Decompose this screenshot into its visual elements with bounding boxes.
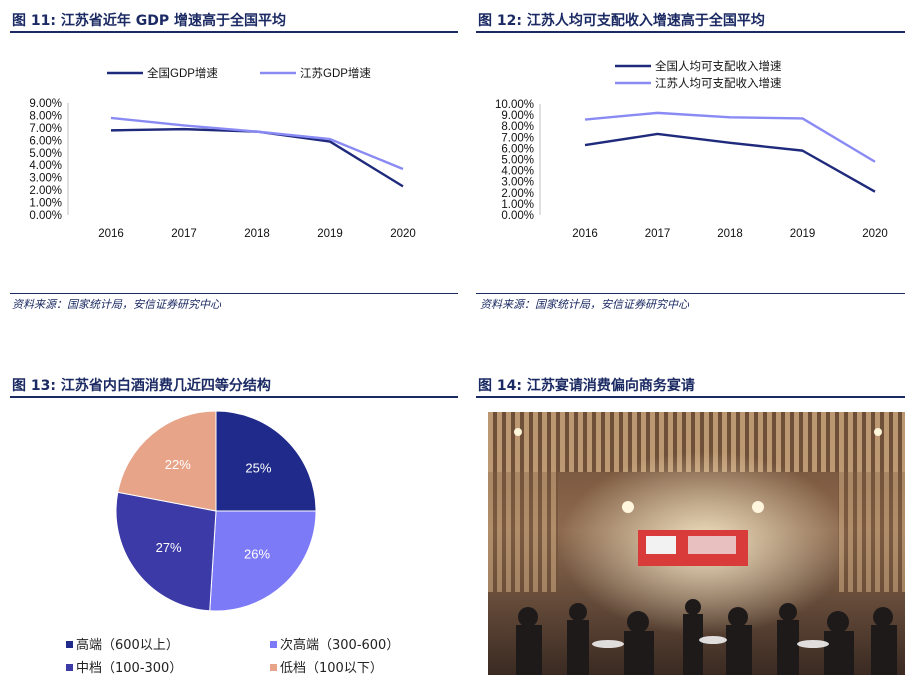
y-tick-label: 8.00% bbox=[501, 121, 534, 133]
banquet-photo-icon bbox=[488, 412, 905, 675]
legend-swatch-high bbox=[66, 641, 73, 648]
x-tick-label: 2016 bbox=[98, 228, 124, 240]
fig14-title: 图 14: 江苏宴请消费偏向商务宴请 bbox=[478, 378, 695, 394]
y-tick-label: 10.00% bbox=[495, 99, 534, 111]
pie-slice-label-0: 25% bbox=[245, 461, 271, 476]
legend-swatch-sub-high bbox=[270, 641, 277, 648]
y-tick-label: 8.00% bbox=[29, 110, 62, 122]
banquet-photo bbox=[488, 412, 905, 675]
legend-label: 江苏GDP增速 bbox=[300, 66, 371, 80]
x-tick-label: 2017 bbox=[645, 228, 671, 240]
y-tick-label: 2.00% bbox=[29, 185, 62, 197]
legend-label: 江苏人均可支配收入增速 bbox=[655, 76, 782, 90]
x-tick-label: 2019 bbox=[790, 228, 816, 240]
pie-legend-item-sub-high: 次高端（300-600） bbox=[270, 634, 399, 653]
pie-slice-label-2: 27% bbox=[156, 540, 182, 555]
fig11-line-chart: 9.00%8.00%7.00%6.00%5.00%4.00%3.00%2.00%… bbox=[29, 66, 416, 240]
fig12-source: 资料来源：国家统计局，安信证券研究中心 bbox=[480, 298, 689, 311]
x-tick-label: 2020 bbox=[862, 228, 888, 240]
fig11-bottom-rule bbox=[10, 293, 458, 294]
y-tick-label: 1.00% bbox=[29, 198, 62, 210]
y-tick-label: 9.00% bbox=[29, 98, 62, 110]
x-tick-label: 2018 bbox=[717, 228, 743, 240]
fig13-title-rule bbox=[10, 396, 458, 398]
y-tick-label: 2.00% bbox=[501, 188, 534, 200]
fig13-title: 图 13: 江苏省内白酒消费几近四等分结构 bbox=[12, 378, 271, 394]
pie-slice-3 bbox=[117, 410, 217, 512]
pie-legend-item-low: 低档（100以下） bbox=[270, 657, 383, 676]
legend-swatch-low bbox=[270, 664, 277, 671]
fig13-pie-chart: 25% 26% 27% 22% bbox=[115, 410, 317, 612]
y-tick-label: 7.00% bbox=[501, 132, 534, 144]
y-tick-label: 3.00% bbox=[501, 177, 534, 189]
legend-label-mid: 中档（100-300） bbox=[76, 661, 183, 676]
y-tick-label: 0.00% bbox=[29, 210, 62, 222]
series-line-0 bbox=[584, 132, 876, 193]
y-tick-label: 3.00% bbox=[29, 173, 62, 185]
pie-slice-1 bbox=[209, 510, 317, 612]
y-tick-label: 1.00% bbox=[501, 199, 534, 211]
fig12-line-chart: 10.00%9.00%8.00%7.00%6.00%5.00%4.00%3.00… bbox=[495, 59, 888, 240]
pie-slice-label-3: 22% bbox=[165, 457, 191, 472]
fig12-title: 图 12: 江苏人均可支配收入增速高于全国平均 bbox=[478, 13, 765, 29]
y-tick-label: 6.00% bbox=[501, 143, 534, 155]
pie-legend-item-high: 高端（600以上） bbox=[66, 634, 179, 653]
pie-legend-item-mid: 中档（100-300） bbox=[66, 657, 182, 676]
series-line-1 bbox=[110, 116, 404, 171]
series-line-1 bbox=[584, 111, 876, 163]
y-tick-label: 0.00% bbox=[501, 210, 534, 222]
legend-swatch-mid bbox=[66, 664, 73, 671]
y-tick-label: 5.00% bbox=[501, 155, 534, 167]
x-tick-label: 2018 bbox=[244, 228, 270, 240]
legend-label: 全国GDP增速 bbox=[147, 66, 218, 80]
y-tick-label: 9.00% bbox=[501, 110, 534, 122]
y-tick-label: 6.00% bbox=[29, 135, 62, 147]
fig11-title-rule bbox=[10, 31, 458, 33]
x-tick-label: 2020 bbox=[390, 228, 416, 240]
fig14-title-rule bbox=[476, 396, 905, 398]
y-tick-label: 4.00% bbox=[29, 160, 62, 172]
legend-label: 全国人均可支配收入增速 bbox=[655, 59, 782, 73]
fig12-bottom-rule bbox=[476, 293, 905, 294]
fig11-source: 资料来源：国家统计局，安信证券研究中心 bbox=[12, 298, 221, 311]
x-tick-label: 2017 bbox=[171, 228, 197, 240]
legend-label-high: 高端（600以上） bbox=[76, 638, 179, 653]
y-tick-label: 5.00% bbox=[29, 148, 62, 160]
y-tick-label: 7.00% bbox=[29, 123, 62, 135]
legend-label-low: 低档（100以下） bbox=[280, 661, 383, 676]
pie-slice-label-1: 26% bbox=[244, 547, 270, 562]
legend-label-sub-high: 次高端（300-600） bbox=[280, 638, 400, 653]
y-tick-label: 4.00% bbox=[501, 166, 534, 178]
x-tick-label: 2016 bbox=[572, 228, 598, 240]
pie-slice-2 bbox=[115, 491, 217, 612]
series-line-0 bbox=[110, 127, 404, 188]
pie-slice-0 bbox=[215, 410, 317, 512]
fig11-title: 图 11: 江苏省近年 GDP 增速高于全国平均 bbox=[12, 13, 286, 29]
fig12-title-rule bbox=[476, 31, 905, 33]
x-tick-label: 2019 bbox=[317, 228, 343, 240]
